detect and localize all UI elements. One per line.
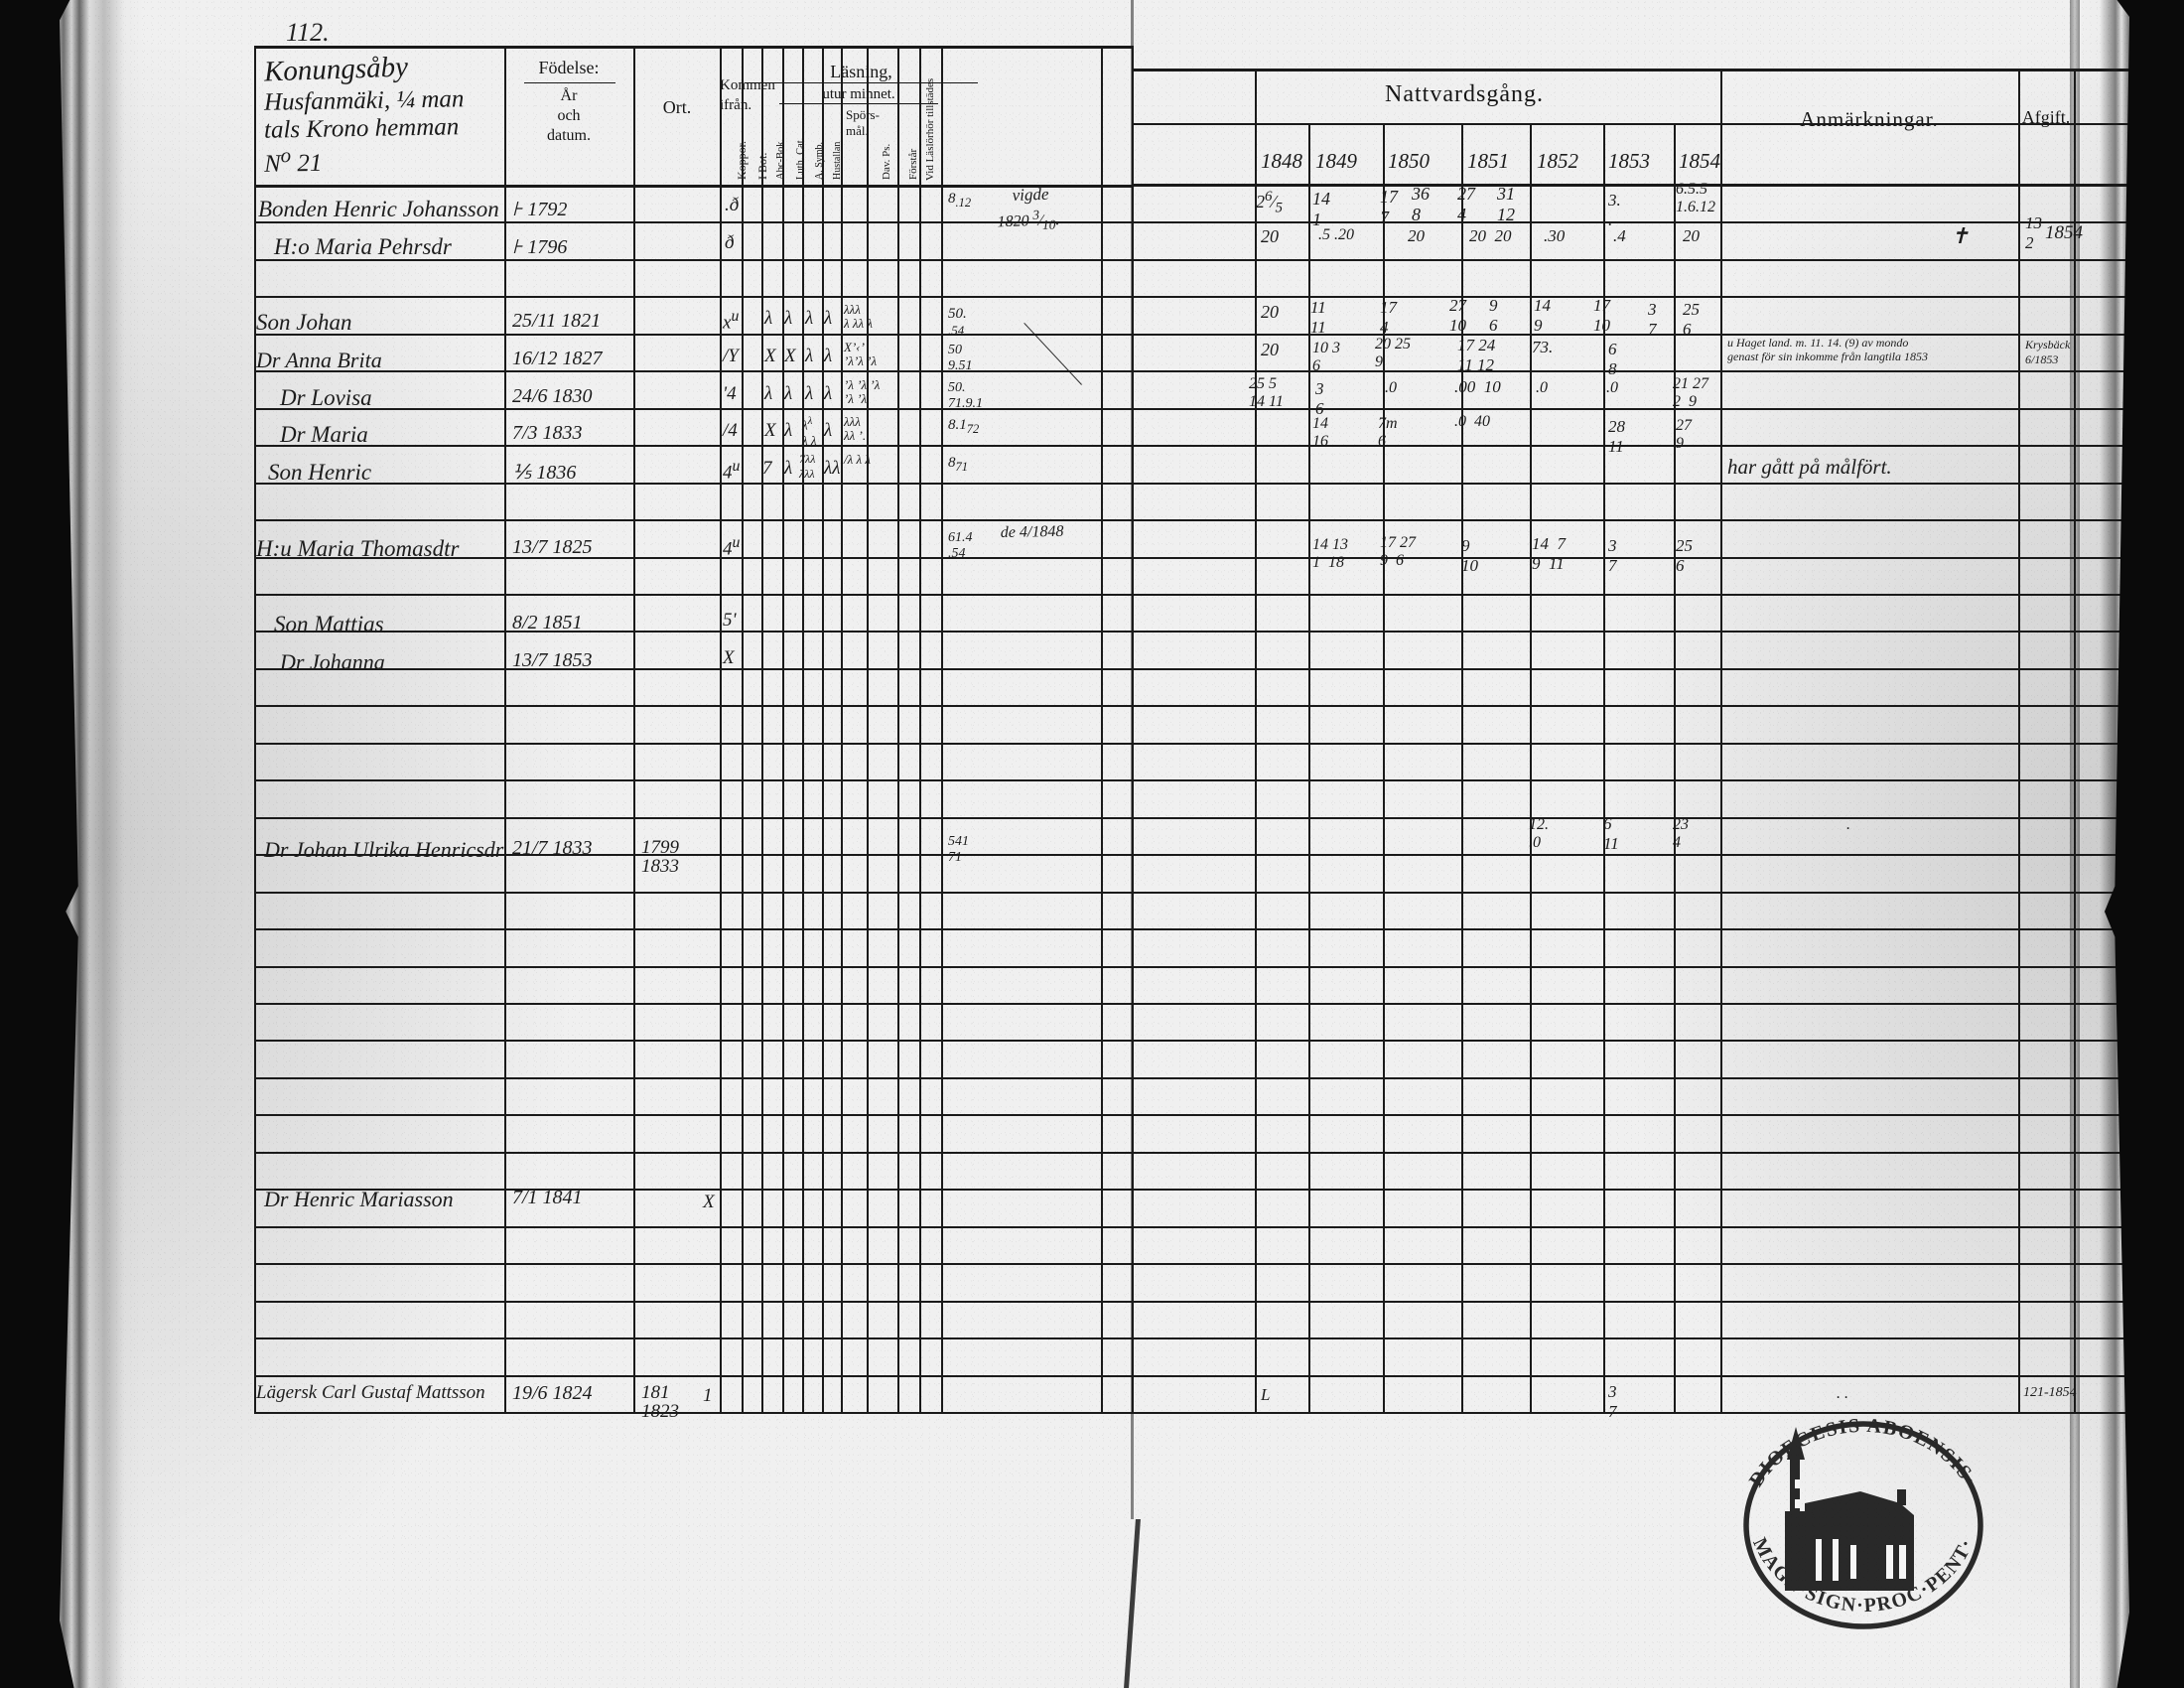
svg-text:DIOECESIS ABOENSIS·: DIOECESIS ABOENSIS·: [1745, 1415, 1981, 1491]
